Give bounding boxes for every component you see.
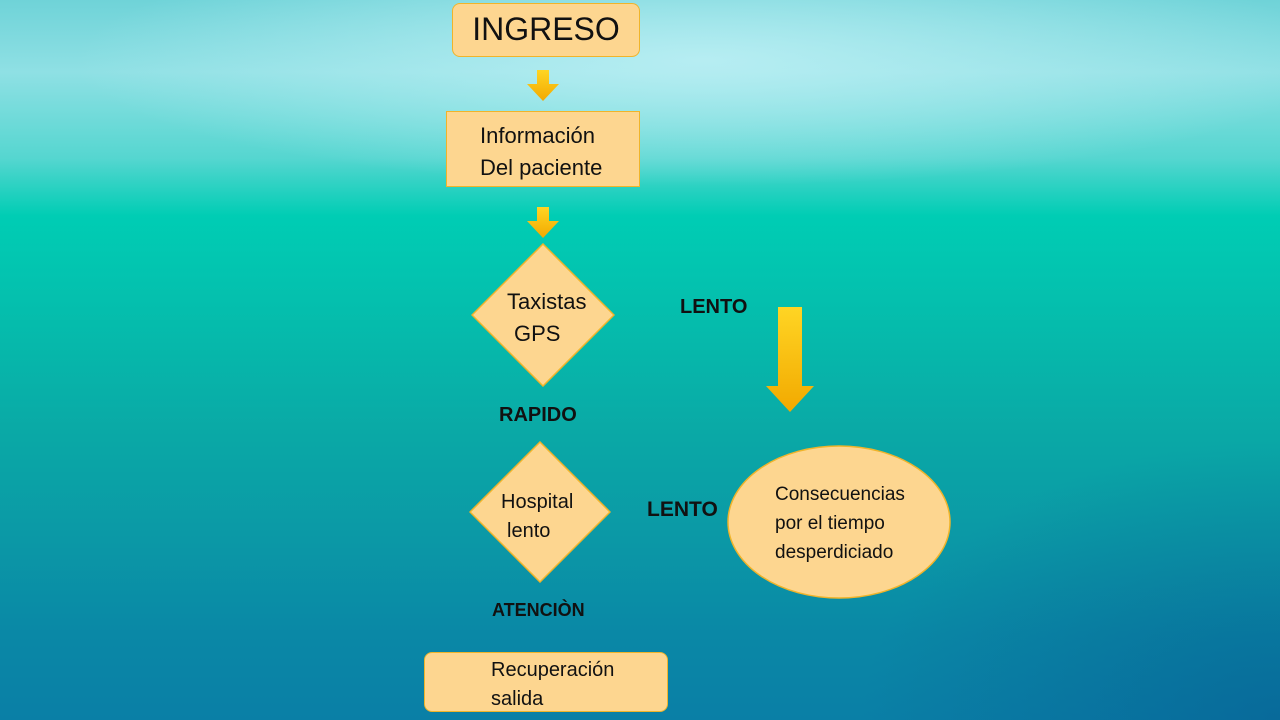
label-atencion: ATENCIÒN (492, 600, 585, 620)
node-ingreso: INGRESO (452, 3, 640, 57)
label-lento-1: LENTO (680, 296, 748, 318)
decision-taxistas-line2: GPS (514, 321, 561, 346)
label-rapido: RAPIDO (499, 404, 577, 426)
node-consecuencias-text: Consecuencias por el tiempo desperdiciad… (775, 480, 905, 567)
node-consecuencias-line1: Consecuencias (775, 484, 905, 505)
decision-taxistas-shape (471, 243, 615, 387)
node-consecuencias-line2: por el tiempo (775, 513, 885, 534)
decision-hospital-text: Hospital lento (501, 488, 573, 546)
decision-hospital-line2: lento (507, 520, 551, 542)
node-recuperacion-salida: Recuperación salida (424, 652, 668, 712)
node-recuperacion-line1: Recuperación (491, 659, 615, 681)
decision-taxistas-text: Taxistas GPS (507, 286, 586, 350)
decision-hospital-shape (469, 441, 611, 583)
arrow-down-1 (527, 70, 559, 101)
node-informacion-line2: Del paciente (480, 155, 603, 180)
arrow-down-2 (527, 207, 559, 238)
node-recuperacion-line2: salida (491, 688, 544, 710)
node-informacion-paciente: Información Del paciente (446, 111, 640, 187)
arrow-down-big (766, 307, 814, 412)
node-consecuencias-shape (727, 445, 951, 599)
decision-taxistas-line1: Taxistas (507, 289, 587, 314)
node-ingreso-text: INGRESO (472, 11, 620, 47)
label-lento-2: LENTO (647, 498, 718, 521)
node-informacion-line1: Información (480, 123, 595, 148)
decision-hospital-line1: Hospital (501, 491, 574, 513)
node-consecuencias-line3: desperdiciado (775, 542, 894, 563)
